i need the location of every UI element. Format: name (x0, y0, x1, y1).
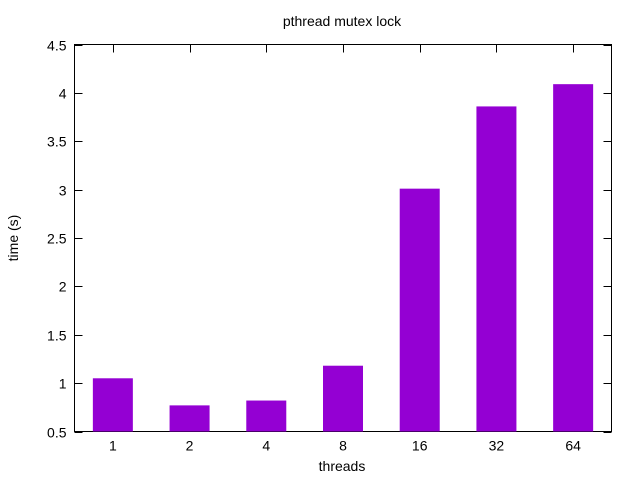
chart-title: pthread mutex lock (283, 13, 402, 29)
y-tick-label: 0.5 (47, 425, 67, 441)
y-axis: 0.5 1 1.5 2 2.5 3 3.5 4 4.5 (47, 38, 612, 441)
bar-1 (92, 378, 133, 432)
x-tick-label: 1 (109, 438, 117, 454)
bar-64 (553, 84, 594, 432)
x-axis-label: threads (319, 458, 366, 474)
y-tick-label: 3 (59, 183, 67, 199)
bar-4 (246, 400, 287, 432)
bar-2 (169, 405, 210, 432)
y-tick-label: 3.5 (47, 134, 67, 150)
bar-16 (399, 188, 440, 432)
x-tick-label: 64 (565, 438, 581, 454)
x-tick-label: 2 (186, 438, 194, 454)
x-tick-label: 8 (339, 438, 347, 454)
x-tick-label: 16 (412, 438, 428, 454)
y-tick-label: 2 (59, 279, 67, 295)
x-tick-label: 32 (489, 438, 505, 454)
y-tick-label: 2.5 (47, 231, 67, 247)
plot-area: 0.5 1 1.5 2 2.5 3 3.5 4 4.5 1 2 4 8 16 32 64 (47, 38, 612, 454)
y-axis-label: time (s) (5, 215, 21, 262)
y-tick-label: 1.5 (47, 328, 67, 344)
x-tick-label: 4 (262, 438, 270, 454)
bars (92, 84, 594, 432)
bar-8 (323, 365, 363, 432)
bar-32 (476, 106, 517, 432)
y-tick-label: 4.5 (47, 38, 67, 54)
y-tick-label: 1 (59, 376, 67, 392)
y-tick-label: 4 (59, 86, 67, 102)
